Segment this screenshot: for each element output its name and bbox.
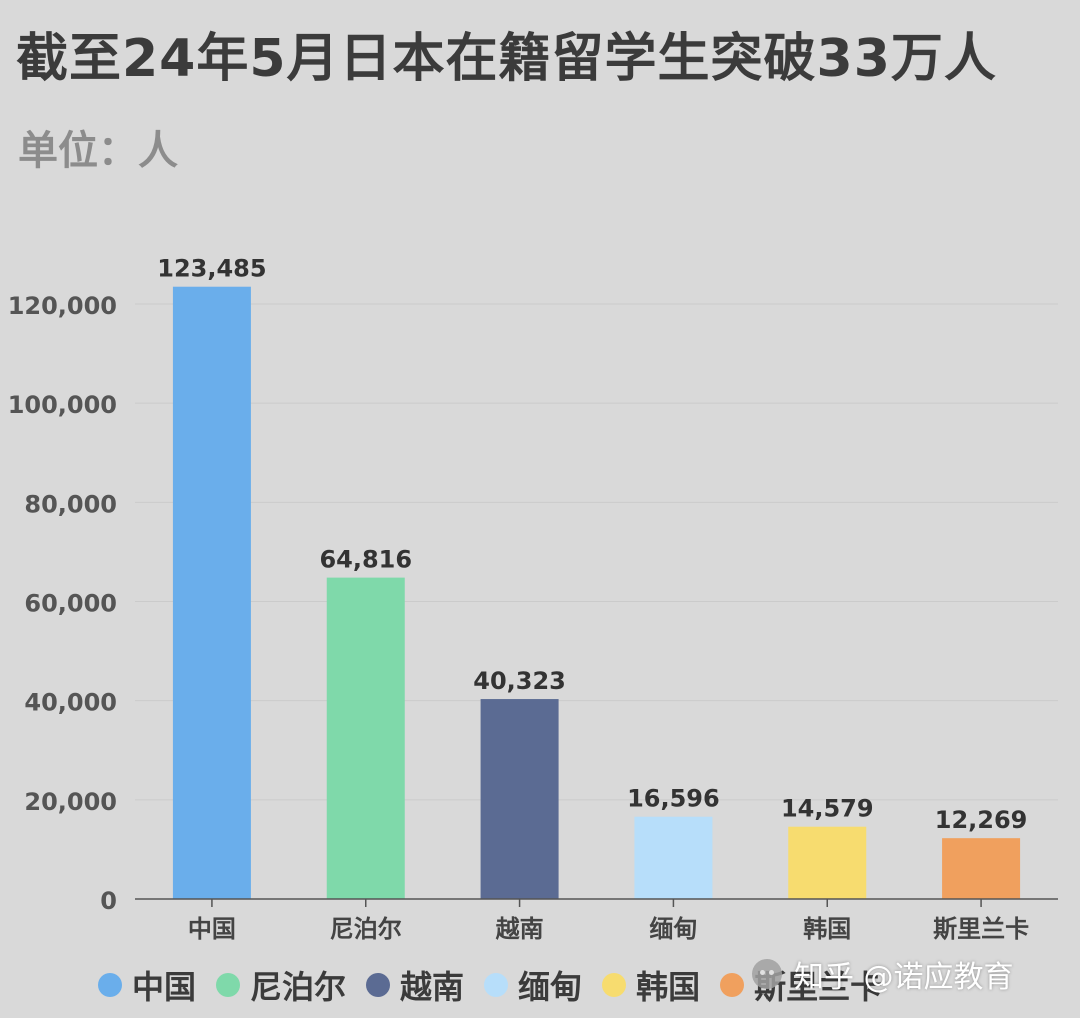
- y-tick-label: 80,000: [24, 490, 117, 518]
- y-tick-label: 0: [100, 887, 117, 915]
- bar: [634, 816, 713, 899]
- data-label: 12,269: [935, 806, 1028, 834]
- chart-title: 截至24年5月日本在籍留学生突破33万人: [16, 29, 997, 89]
- bar: [172, 286, 251, 899]
- bar: [942, 838, 1021, 899]
- legend-swatch: [98, 973, 122, 997]
- legend-label: 中国: [132, 968, 197, 1006]
- watermark-text: 知乎 @诺应教育: [794, 960, 1014, 995]
- x-tick-label: 中国: [188, 915, 236, 943]
- legend-item: 中国: [98, 962, 196, 1008]
- data-label: 64,816: [319, 546, 412, 574]
- y-tick-label: 20,000: [24, 788, 117, 816]
- x-tick-label: 尼泊尔: [330, 915, 402, 943]
- x-tick-label: 缅甸: [649, 915, 697, 943]
- legend-item: 越南: [366, 962, 464, 1008]
- watermark: 知乎 @诺应教育: [752, 952, 1014, 996]
- data-label: 123,485: [157, 255, 266, 283]
- data-label: 14,579: [781, 795, 874, 823]
- y-tick-label: 60,000: [24, 590, 117, 618]
- legend-swatch: [366, 973, 391, 997]
- x-tick-label: 越南: [496, 915, 544, 943]
- data-label: 16,596: [627, 785, 720, 813]
- y-tick-label: 120,000: [8, 292, 117, 320]
- legend-swatch: [216, 973, 241, 997]
- chart-subtitle: 单位：人: [18, 128, 178, 174]
- legend-label: 尼泊尔: [250, 968, 347, 1006]
- legend-swatch: [720, 973, 745, 997]
- data-label: 40,323: [473, 667, 566, 695]
- y-tick-label: 100,000: [8, 391, 117, 419]
- y-tick-label: 40,000: [24, 689, 117, 717]
- legend-item: 韩国: [602, 962, 700, 1008]
- bar: [326, 577, 405, 899]
- legend-label: 韩国: [636, 968, 701, 1006]
- chart-legend: 中国 尼泊尔 越南 缅甸 韩国 斯里兰卡: [98, 962, 902, 1008]
- legend-swatch: [484, 973, 509, 997]
- legend-label: 缅甸: [518, 968, 583, 1006]
- wechat-icon: [752, 959, 782, 989]
- legend-item: 尼泊尔: [216, 962, 346, 1008]
- x-tick-label: 斯里兰卡: [933, 915, 1029, 943]
- legend-item: 缅甸: [484, 962, 582, 1008]
- bar: [480, 699, 559, 899]
- bar: [788, 826, 867, 899]
- x-tick-label: 韩国: [803, 915, 851, 943]
- legend-label: 越南: [400, 968, 465, 1006]
- legend-swatch: [602, 973, 627, 997]
